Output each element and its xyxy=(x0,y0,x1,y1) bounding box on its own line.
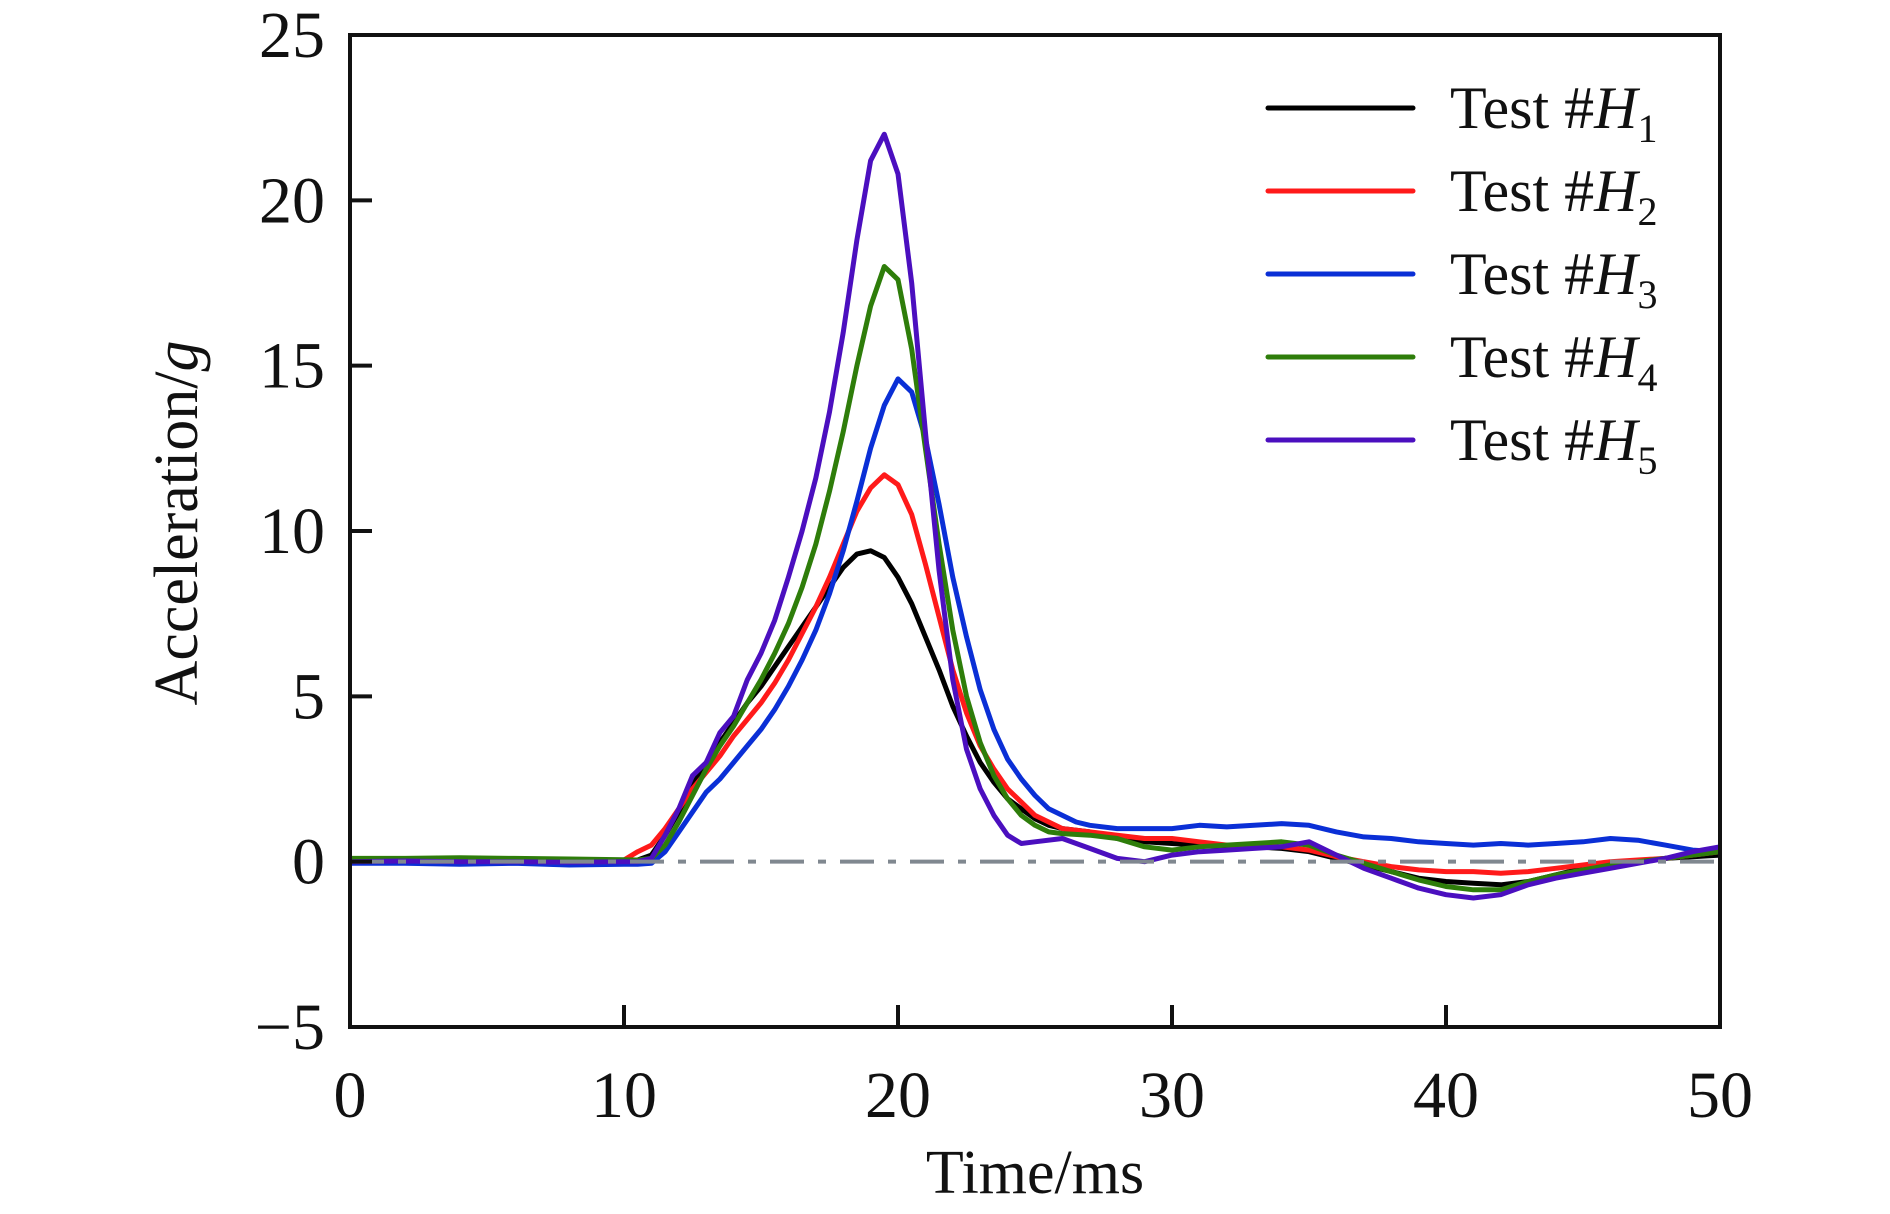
legend-label-prefix: Test # xyxy=(1450,407,1594,473)
legend-label-italic: H xyxy=(1593,158,1641,224)
legend-item-h5: Test #H5 xyxy=(1265,407,1657,483)
legend-label-italic: H xyxy=(1593,75,1641,141)
legend-item-h1: Test #H1 xyxy=(1265,75,1657,151)
legend-label-prefix: Test # xyxy=(1450,158,1594,224)
legend-label-italic: H xyxy=(1593,324,1641,390)
legend-label-italic: H xyxy=(1593,407,1641,473)
y-axis-label-text: Acceleration/ xyxy=(143,371,211,706)
series-line-h1 xyxy=(350,548,1720,888)
y-tick-label: 15 xyxy=(259,330,325,403)
legend-label: Test #H5 xyxy=(1450,407,1657,483)
y-tick-label: 10 xyxy=(259,495,325,568)
legend-item-h3: Test #H3 xyxy=(1265,241,1657,317)
x-axis-label: Time/ms xyxy=(926,1139,1144,1207)
series-line-h5 xyxy=(350,131,1720,901)
legend-label-prefix: Test # xyxy=(1450,241,1594,307)
legend-label-subscript: 1 xyxy=(1637,106,1657,151)
x-axis: 0 10 20 30 40 50 xyxy=(334,1005,1753,1132)
y-tick-label: −5 xyxy=(255,991,325,1064)
x-tick-label: 30 xyxy=(1139,1059,1205,1132)
legend-label: Test #H2 xyxy=(1450,158,1657,234)
x-tick-label: 10 xyxy=(591,1059,657,1132)
legend-label-prefix: Test # xyxy=(1450,324,1594,390)
y-tick-label: 20 xyxy=(259,164,325,237)
x-tick-label: 50 xyxy=(1687,1059,1753,1132)
legend-label-subscript: 4 xyxy=(1637,355,1657,400)
x-tick-label: 0 xyxy=(334,1059,367,1132)
series-layer xyxy=(350,131,1720,901)
legend-item-h2: Test #H2 xyxy=(1265,158,1657,234)
series-line-h2 xyxy=(350,472,1720,876)
y-axis-label-unit: g xyxy=(143,341,211,372)
legend-label-subscript: 5 xyxy=(1637,438,1657,483)
series-line-h4 xyxy=(350,264,1720,893)
x-tick-label: 20 xyxy=(865,1059,931,1132)
legend-label-prefix: Test # xyxy=(1450,75,1594,141)
y-tick-label: 25 xyxy=(259,0,325,72)
legend-label: Test #H1 xyxy=(1450,75,1657,151)
y-axis-label: Acceleration/g xyxy=(143,341,211,706)
x-tick-label: 40 xyxy=(1413,1059,1479,1132)
legend-label-subscript: 3 xyxy=(1637,272,1657,317)
y-tick-label: 0 xyxy=(292,826,325,899)
legend-label: Test #H4 xyxy=(1450,324,1657,400)
legend-item-h4: Test #H4 xyxy=(1265,324,1657,400)
series-line-h3 xyxy=(350,376,1720,868)
y-tick-label: 5 xyxy=(292,660,325,733)
legend-label-subscript: 2 xyxy=(1637,189,1657,234)
y-axis: −5 0 5 10 15 20 25 xyxy=(255,0,372,1064)
legend-label: Test #H3 xyxy=(1450,241,1657,317)
legend-label-italic: H xyxy=(1593,241,1641,307)
